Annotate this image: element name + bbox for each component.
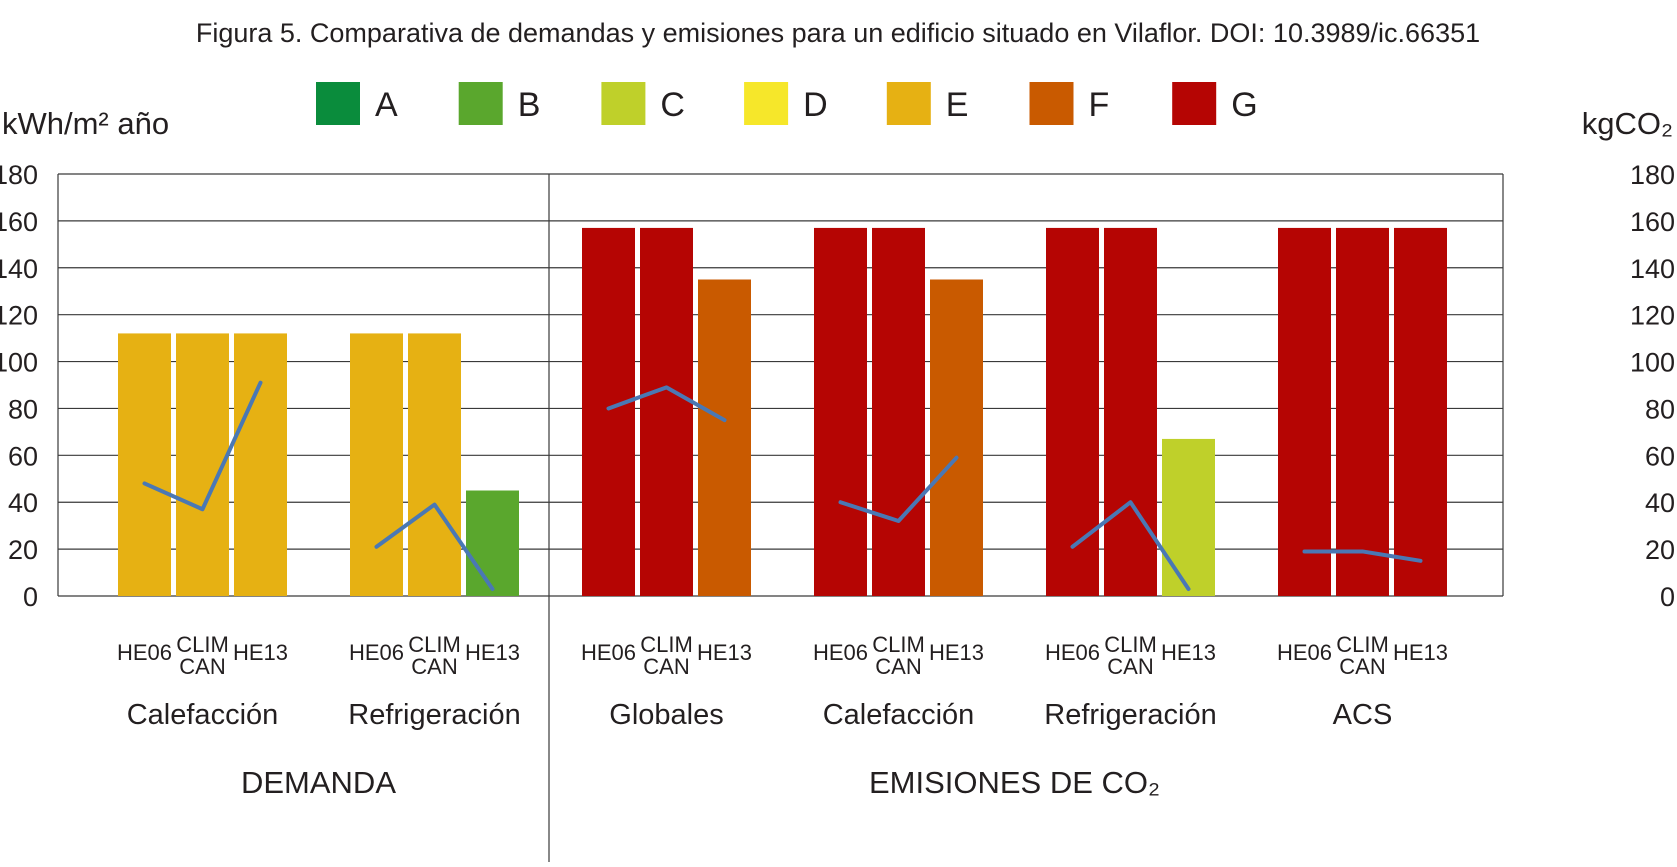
legend-label-d: D xyxy=(803,86,828,124)
legend-swatch-a xyxy=(316,82,360,125)
bar-0-2 xyxy=(234,333,287,596)
bar-2-1 xyxy=(640,227,693,596)
bar-1-0 xyxy=(350,333,403,596)
bar-label: HE06 xyxy=(1277,640,1332,665)
line-series-0 xyxy=(142,380,263,512)
y-tick-right: 160 xyxy=(1630,207,1675,237)
y-tick-left: 60 xyxy=(8,441,38,471)
y-tick-left: 100 xyxy=(0,348,38,378)
bar-5-2 xyxy=(1394,227,1447,596)
y-tick-right: 180 xyxy=(1630,160,1675,190)
legend-label-g: G xyxy=(1231,86,1257,124)
y-tick-right: 0 xyxy=(1660,582,1675,612)
y-tick-right: 100 xyxy=(1630,348,1675,378)
section-label: DEMANDA xyxy=(241,765,396,800)
bar-label: HE06 xyxy=(1045,640,1100,665)
bar-2-2 xyxy=(698,279,751,596)
group-label: ACS xyxy=(1333,699,1393,731)
legend-swatch-b xyxy=(458,82,503,125)
bar-label: HE06 xyxy=(581,640,636,665)
legend-label-e: E xyxy=(946,86,969,124)
section-label: EMISIONES DE CO₂ xyxy=(869,765,1160,800)
bar-4-2 xyxy=(1162,438,1215,596)
legend: A B C D E F G xyxy=(316,82,1258,125)
y-axis-label-left: kWh/m² año xyxy=(2,106,169,141)
legend-swatch-e xyxy=(886,82,931,125)
grid xyxy=(57,173,1504,862)
bar-label: HE13 xyxy=(1161,640,1216,665)
group-label: Refrigeración xyxy=(348,699,520,731)
bar-label: CLIM CAN xyxy=(408,632,461,679)
bar-0-1 xyxy=(176,333,229,596)
bar-5-1 xyxy=(1336,227,1389,596)
legend-label-b: B xyxy=(518,86,541,124)
bar-label: HE13 xyxy=(465,640,520,665)
bar-label: HE06 xyxy=(813,640,868,665)
bar-3-2 xyxy=(930,279,983,596)
bar-label: HE13 xyxy=(1393,640,1448,665)
group-label: Refrigeración xyxy=(1044,699,1216,731)
legend-swatch-d xyxy=(744,82,789,125)
line-series-1 xyxy=(374,502,495,591)
bar-2-0 xyxy=(582,227,635,596)
lines xyxy=(142,380,1423,591)
bar-0-0 xyxy=(118,333,171,596)
line-series-4 xyxy=(1070,500,1191,591)
bar-label: HE13 xyxy=(929,640,984,665)
bar-label: HE06 xyxy=(349,640,404,665)
tick-labels: 0 0 20 20 40 40 60 60 80 80 100 100 120 120 140 140 160 1… xyxy=(0,160,1675,612)
y-tick-left: 40 xyxy=(8,488,38,518)
legend-label-a: A xyxy=(375,86,398,124)
bars xyxy=(118,227,1447,596)
y-tick-left: 0 xyxy=(23,582,38,612)
bar-3-0 xyxy=(814,227,867,596)
bar-label: HE13 xyxy=(697,640,752,665)
bar-label: CLIM CAN xyxy=(176,632,229,679)
bar-label: CLIM CAN xyxy=(640,632,693,679)
y-tick-left: 80 xyxy=(8,394,38,424)
y-tick-left: 180 xyxy=(0,160,38,190)
y-tick-left: 140 xyxy=(0,254,38,284)
bar-5-0 xyxy=(1278,227,1331,596)
line-series-2 xyxy=(606,385,727,423)
bar-4-0 xyxy=(1046,227,1099,596)
line-series-5 xyxy=(1302,549,1423,563)
group-label: Globales xyxy=(609,699,723,731)
y-tick-right: 140 xyxy=(1630,254,1675,284)
bar-1-2 xyxy=(466,490,519,596)
legend-label-c: C xyxy=(660,86,685,124)
y-tick-left: 120 xyxy=(0,301,38,331)
y-tick-right: 80 xyxy=(1645,394,1675,424)
y-tick-right: 20 xyxy=(1645,535,1675,565)
group-label: Calefacción xyxy=(823,699,975,731)
bar-label: CLIM CAN xyxy=(1104,632,1157,679)
legend-swatch-c xyxy=(601,82,646,125)
bar-label: HE06 xyxy=(117,640,172,665)
bar-label: CLIM CAN xyxy=(1336,632,1389,679)
y-tick-left: 20 xyxy=(8,535,38,565)
legend-label-f: F xyxy=(1089,86,1110,124)
y-tick-right: 60 xyxy=(1645,441,1675,471)
y-tick-right: 40 xyxy=(1645,488,1675,518)
line-series-3 xyxy=(838,455,959,523)
bar-label: CLIM CAN xyxy=(872,632,925,679)
group-label: Calefacción xyxy=(127,699,279,731)
bar-label: HE13 xyxy=(233,640,288,665)
y-tick-left: 160 xyxy=(0,207,38,237)
bar-1-1 xyxy=(408,333,461,596)
y-tick-right: 120 xyxy=(1630,301,1675,331)
bar-3-1 xyxy=(872,227,925,596)
chart-title: Figura 5. Comparativa de demandas y emis… xyxy=(196,18,1480,48)
bar-4-1 xyxy=(1104,227,1157,596)
legend-swatch-g xyxy=(1172,82,1217,125)
y-axis-label-right: kgCO₂ xyxy=(1582,106,1673,141)
legend-swatch-f xyxy=(1029,82,1074,125)
